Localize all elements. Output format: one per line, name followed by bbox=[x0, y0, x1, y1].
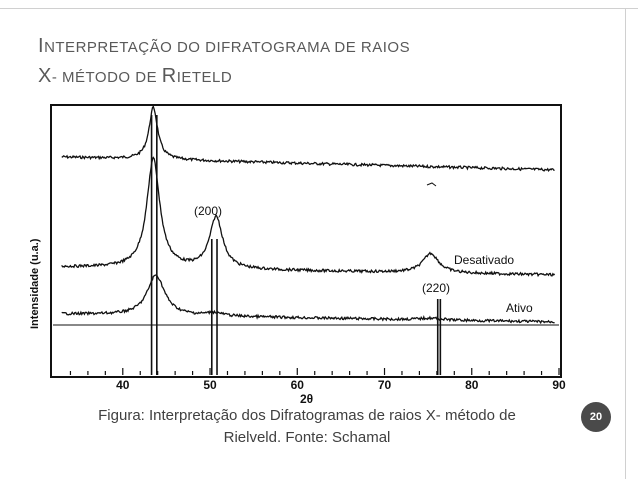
title-line-2: X- MÉTODO DE RIETELD bbox=[38, 65, 233, 87]
series-label-desativado: Desativado bbox=[454, 253, 514, 267]
figure-caption: Figura: Interpretação dos Difratogramas … bbox=[52, 405, 562, 449]
slide-title: INTERPRETAÇÃO DO DIFRATOGRAMA DE RAIOS X… bbox=[38, 32, 598, 92]
plot-area: 40 50 60 70 80 90 bbox=[53, 105, 566, 392]
x-tick-label: 40 bbox=[116, 378, 130, 392]
page-number-badge: 20 bbox=[581, 402, 611, 432]
xrd-chart: Intensidade (u.a.) 40 50 60 70 80 90 (200) (2… bbox=[29, 104, 566, 404]
caption-line-2: Rielveld. Fonte: Schamal bbox=[223, 429, 391, 446]
annotation-220: (220) bbox=[422, 281, 450, 295]
x-tick-label: 80 bbox=[465, 378, 479, 392]
series-line-1 bbox=[61, 156, 556, 278]
y-axis-label: Intensidade (u.a.) bbox=[29, 238, 41, 329]
caption-line-1: Figura: Interpretação dos Difratogramas … bbox=[98, 407, 516, 424]
x-tick-label: 60 bbox=[291, 378, 305, 392]
title-line-1: INTERPRETAÇÃO DO DIFRATOGRAMA DE RAIOS bbox=[38, 35, 411, 57]
slide-frame-right bbox=[625, 8, 626, 479]
series-label-ativo: Ativo bbox=[506, 301, 533, 315]
x-axis-label: 2θ bbox=[300, 392, 313, 404]
series-line-0 bbox=[61, 105, 555, 173]
marker-glyph bbox=[426, 182, 437, 187]
slide-frame-top bbox=[0, 8, 638, 9]
x-tick-label: 90 bbox=[552, 378, 566, 392]
x-tick-label: 70 bbox=[378, 378, 392, 392]
annotation-200: (200) bbox=[194, 204, 222, 218]
x-tick-label: 50 bbox=[203, 378, 217, 392]
plot-frame bbox=[50, 104, 562, 378]
series-line-2 bbox=[61, 274, 555, 325]
